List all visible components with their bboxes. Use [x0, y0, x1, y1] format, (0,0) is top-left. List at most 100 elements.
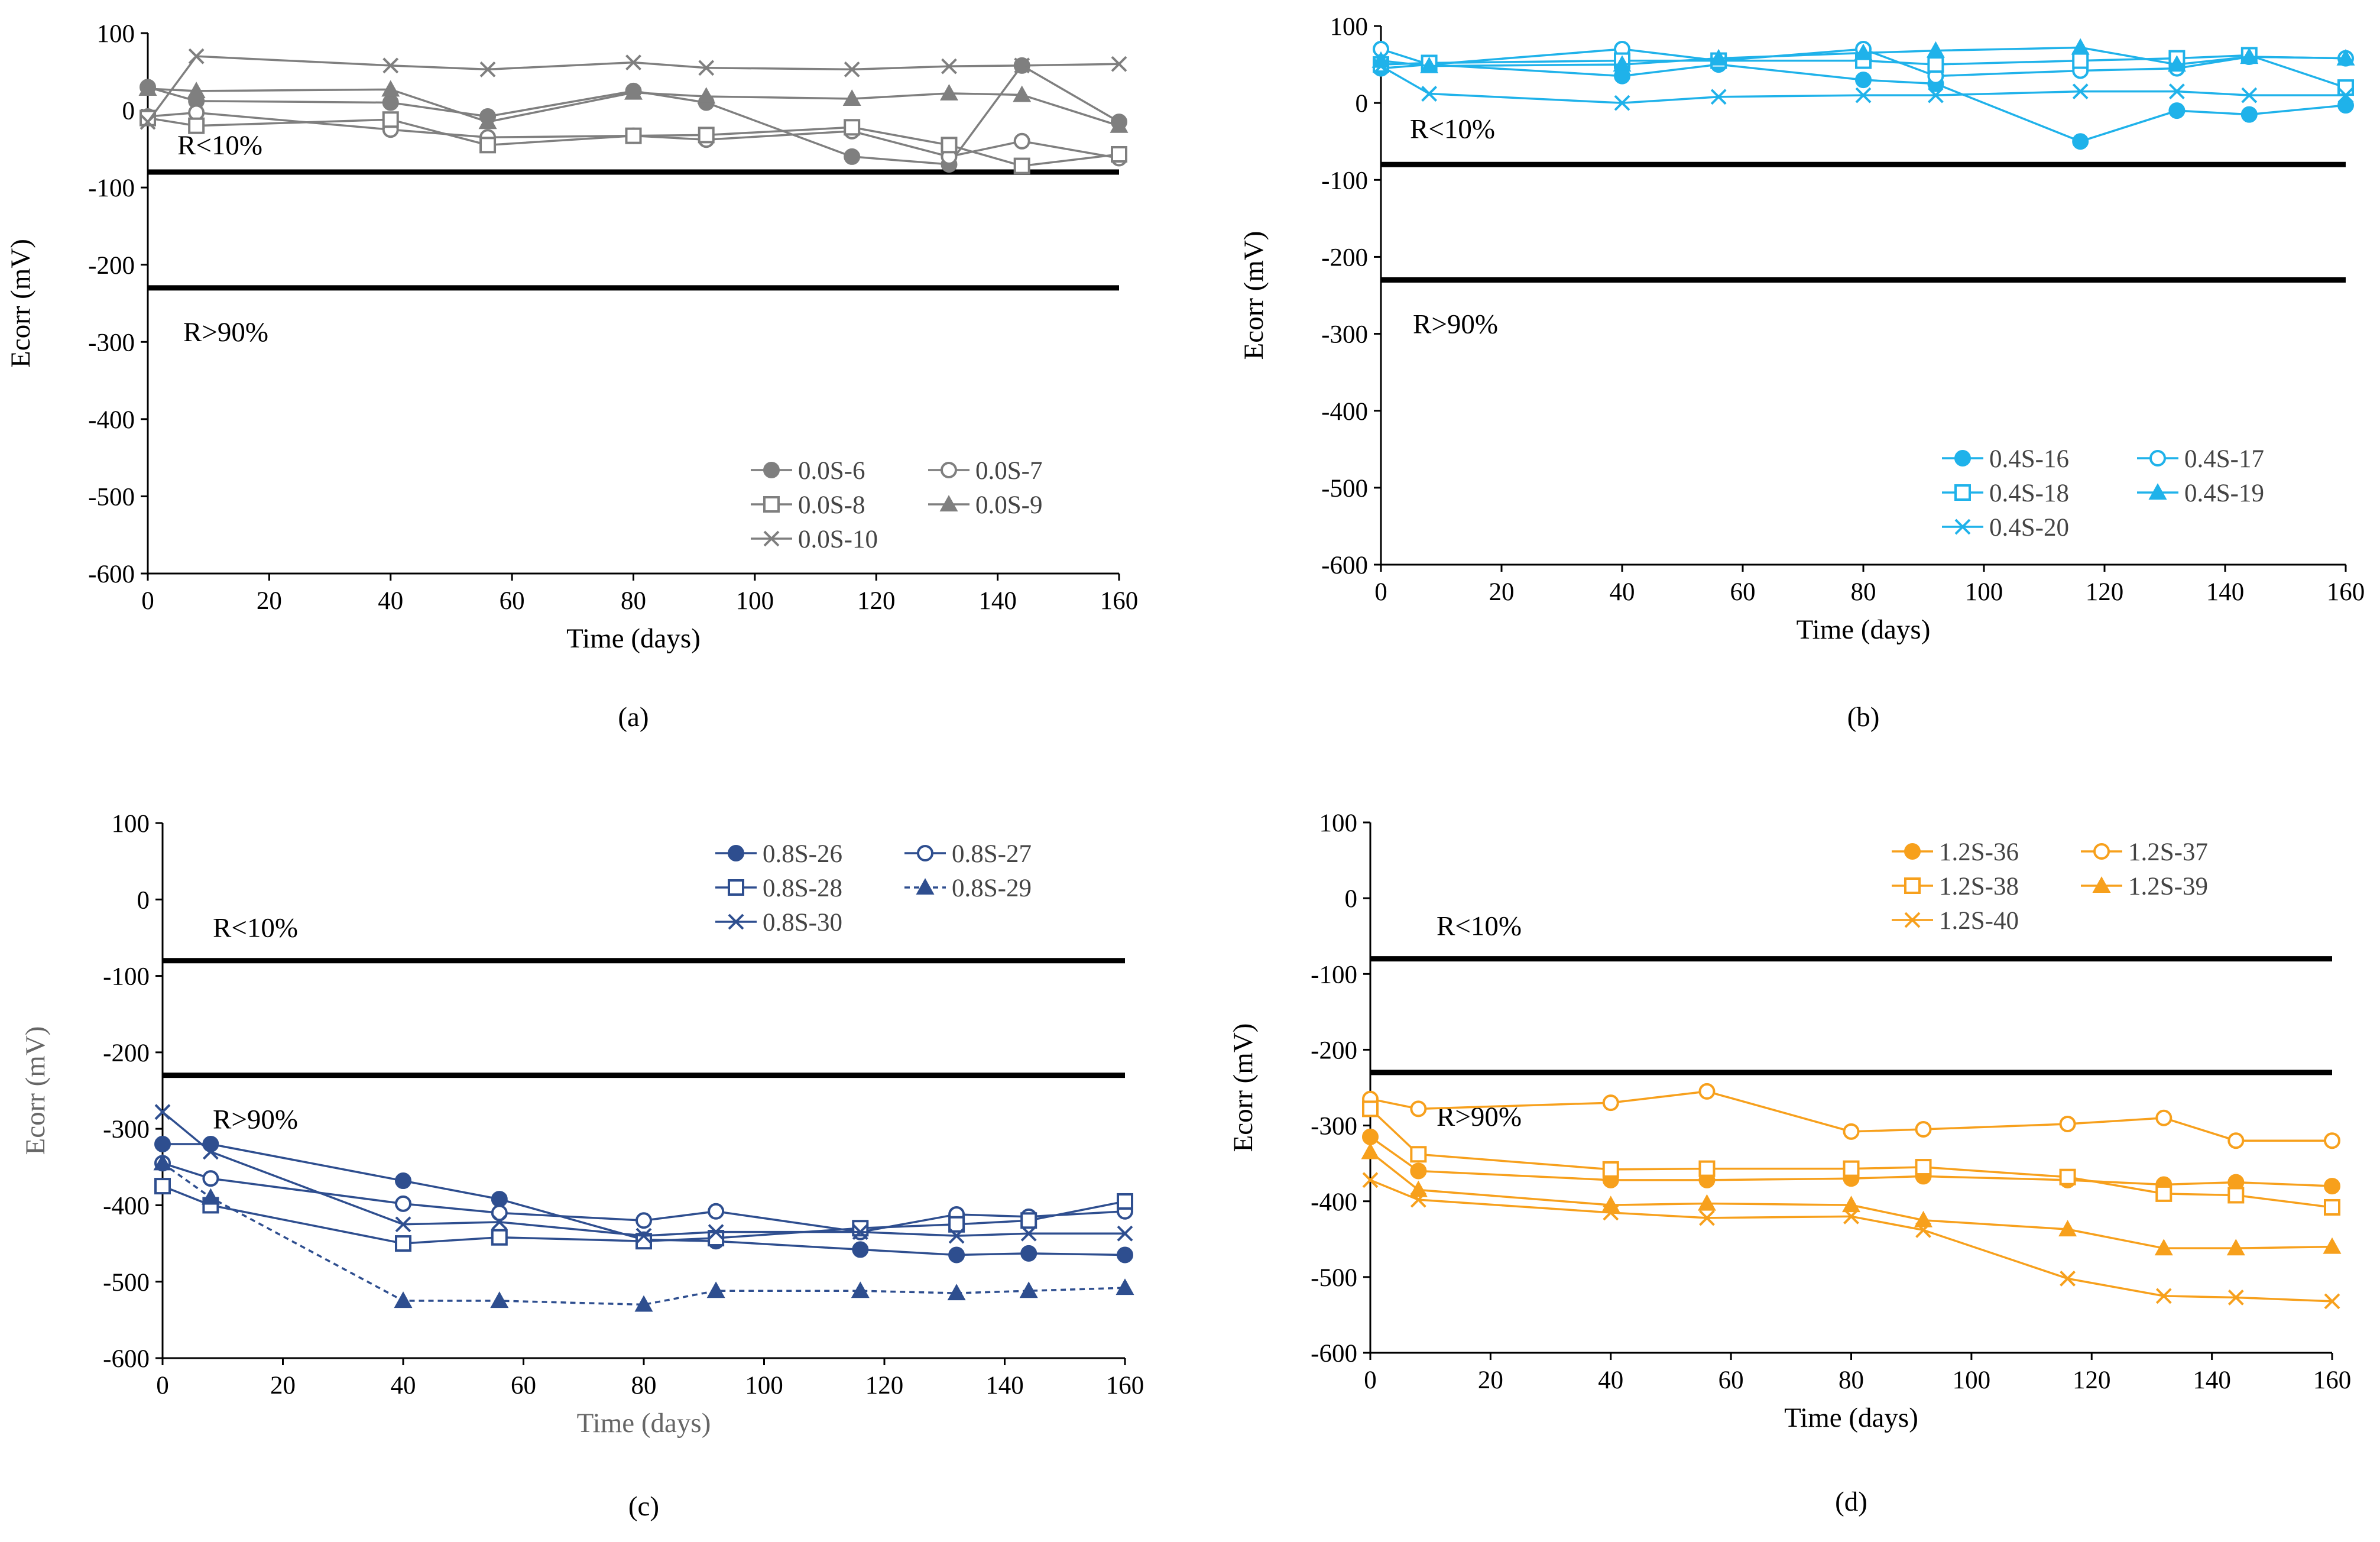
data-point: [2154, 1239, 2173, 1256]
data-point: [842, 89, 861, 106]
series-line: [147, 116, 1120, 167]
data-point: [188, 48, 205, 64]
legend: 0.4S-16 0.4S-17 0.4S-18 0.4S-19 0.4S-20: [1942, 445, 2264, 542]
x-axis-title: Time (days): [566, 623, 701, 654]
legend-label: 0.8S-30: [763, 909, 842, 937]
y-tick-label: -500: [88, 483, 135, 511]
series-line: [1380, 63, 2346, 143]
legend-marker: [2148, 483, 2167, 500]
data-point: [2337, 97, 2354, 114]
legend-marker: [1904, 877, 1921, 894]
y-tick-label: -400: [103, 1192, 150, 1220]
series-0.4S-16: [1373, 56, 2354, 150]
legend-label: 0.8S-26: [763, 840, 842, 868]
data-point: [948, 1227, 965, 1244]
x-tick-label: 120: [857, 587, 896, 615]
series-line: [1369, 1108, 2333, 1209]
data-point: [1698, 1160, 1716, 1177]
data-point: [2167, 55, 2186, 72]
data-point: [1843, 1160, 1860, 1177]
legend-marker: [917, 845, 933, 861]
data-point: [1013, 157, 1030, 174]
x-tick-label: 40: [378, 587, 403, 615]
data-point: [490, 1291, 509, 1308]
data-point: [947, 1284, 966, 1301]
y-tick-label: -400: [88, 406, 135, 434]
series-line: [1369, 1136, 2333, 1187]
series-1.2S-38: [1362, 1100, 2340, 1216]
series-0.8S-29: [153, 1154, 1134, 1312]
data-point: [2060, 1271, 2076, 1287]
x-tick-label: 0: [141, 587, 154, 615]
series-1.2S-39: [1361, 1142, 2342, 1256]
legend: 0.8S-26 0.8S-27 0.8S-28 0.8S-29 0.8S-30: [715, 840, 1032, 937]
data-point: [852, 1224, 868, 1240]
data-point: [491, 1229, 508, 1246]
x-axis-title: Time (days): [577, 1408, 711, 1439]
x-tick-label: 120: [865, 1372, 904, 1400]
x-tick-label: 140: [978, 587, 1017, 615]
data-point: [138, 79, 157, 96]
data-point: [1020, 1212, 1037, 1229]
legend-marker: [916, 878, 935, 895]
legend-marker: [2093, 843, 2110, 860]
legend-label: 1.2S-40: [1939, 907, 2019, 935]
data-point: [2072, 52, 2089, 69]
data-point: [1020, 1225, 1037, 1242]
data-point: [2324, 1178, 2340, 1195]
x-tick-label: 160: [1100, 587, 1139, 615]
y-tick-label: 0: [1345, 885, 1358, 913]
series-line: [1380, 65, 2346, 104]
legend-marker: [763, 530, 780, 547]
y-tick-label: -100: [88, 174, 135, 202]
data-point: [1362, 1128, 1379, 1145]
data-point: [2241, 87, 2258, 103]
data-point: [1019, 1281, 1038, 1298]
threshold-label: R>90%: [183, 317, 268, 348]
series-0.0S-9: [138, 79, 1129, 133]
series-0.4S-19: [1371, 38, 2355, 73]
data-point: [1927, 87, 1944, 103]
data-point: [201, 1188, 220, 1205]
legend-marker: [1954, 484, 1971, 501]
data-point: [154, 1178, 171, 1195]
data-point: [698, 127, 715, 144]
data-point: [1843, 1123, 1860, 1140]
data-point: [2071, 38, 2090, 55]
y-tick-label: -600: [88, 561, 135, 588]
x-tick-label: 40: [1598, 1366, 1623, 1394]
threshold-label: R<10%: [1410, 114, 1495, 144]
data-point: [2227, 1290, 2244, 1305]
legend: 1.2S-36 1.2S-37 1.2S-38 1.2S-39 1.2S-40: [1892, 838, 2208, 935]
legend-marker: [1954, 519, 1971, 535]
panel-label: (c): [628, 1491, 659, 1522]
x-tick-label: 20: [257, 587, 282, 615]
x-tick-label: 80: [621, 587, 646, 615]
data-point: [852, 1241, 869, 1258]
series-line: [147, 55, 1120, 123]
data-point: [202, 1143, 219, 1160]
data-point: [1373, 58, 1389, 74]
x-tick-label: 160: [1106, 1372, 1144, 1400]
data-point: [188, 117, 205, 134]
y-tick-label: -600: [1311, 1340, 1357, 1368]
x-axis-title: Time (days): [1784, 1402, 1918, 1433]
legend-marker: [763, 462, 780, 478]
data-point: [1410, 1162, 1427, 1180]
y-tick-label: -300: [103, 1116, 150, 1143]
data-point: [2227, 1132, 2245, 1149]
data-point: [395, 1216, 411, 1233]
data-point: [2059, 1168, 2076, 1185]
data-point: [1013, 132, 1030, 150]
series-line: [147, 88, 1120, 127]
y-tick-label: -300: [1311, 1113, 1357, 1141]
legend-marker: [2092, 876, 2111, 893]
data-point: [625, 54, 641, 71]
legend-label: 1.2S-36: [1939, 838, 2019, 866]
data-point: [2227, 1187, 2245, 1204]
data-point: [1709, 48, 1728, 66]
legend-label: 0.4S-19: [2184, 480, 2264, 507]
series-line: [162, 1162, 1126, 1233]
x-tick-label: 80: [1851, 578, 1876, 606]
